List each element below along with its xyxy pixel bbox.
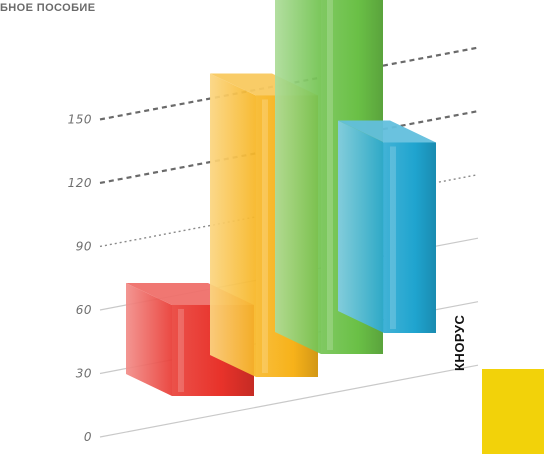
bar-2-side-face — [210, 73, 256, 378]
y-tick-label-0: 0 — [84, 430, 92, 444]
bar-1-highlight — [178, 308, 184, 392]
bar-4-side-face — [338, 120, 384, 333]
gridline-0 — [99, 364, 479, 438]
y-tick-label-120: 120 — [68, 176, 92, 190]
bar-3-highlight — [327, 0, 333, 350]
bar-2-highlight — [262, 99, 268, 374]
publisher-logo-text: КНОРУС — [452, 314, 467, 371]
bar-4-front-face — [384, 142, 436, 333]
y-tick-label-90: 90 — [76, 239, 92, 253]
bar-4-top-face — [338, 120, 436, 143]
page-caption: БНОЕ ПОСОБИЕ — [0, 2, 96, 14]
bar-4-highlight — [390, 146, 396, 329]
bar-4 — [338, 120, 436, 333]
y-tick-label-30: 30 — [76, 366, 92, 380]
y-tick-label-60: 60 — [76, 303, 92, 317]
bar-layer — [126, 0, 436, 396]
bar-3-side-face — [275, 0, 321, 354]
y-tick-label-150: 150 — [68, 112, 92, 126]
tick-label-layer: 0 30 60 90 120 150 — [68, 112, 92, 444]
publisher-logo-box — [482, 369, 544, 454]
bar-1-side-face — [126, 282, 172, 396]
